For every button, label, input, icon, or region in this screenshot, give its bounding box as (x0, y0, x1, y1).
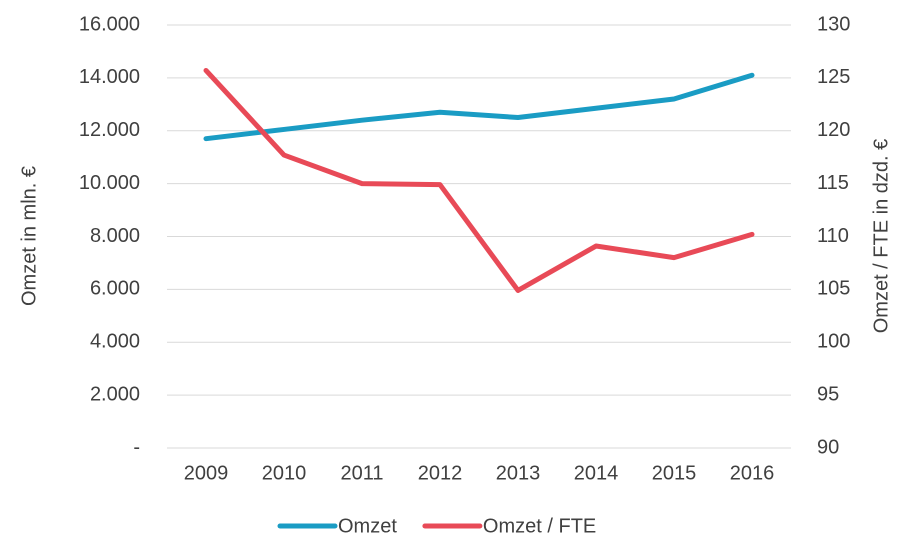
data-line (203, 72, 755, 142)
y-tick-label: 8.000 (90, 225, 140, 247)
x-tick-label: 2013 (496, 462, 541, 484)
x-tick-label: 2016 (730, 462, 775, 484)
y-tick-label: - (133, 436, 140, 458)
x-tick-label: 2009 (184, 462, 229, 484)
y2-tick-label: 130 (817, 13, 850, 35)
y-tick-label: 12.000 (79, 119, 140, 141)
legend-label: Omzet / FTE (483, 515, 596, 537)
y-tick-label: 14.000 (79, 66, 140, 88)
y2-tick-label: 105 (817, 278, 850, 300)
legend-label: Omzet (338, 515, 397, 537)
data-line (203, 67, 755, 293)
y2-tick-label: 110 (817, 225, 849, 247)
y-tick-label: 10.000 (79, 172, 140, 194)
x-tick-label: 2014 (574, 462, 619, 484)
y2-tick-label: 95 (817, 383, 839, 405)
x-tick-label: 2011 (340, 462, 383, 484)
y2-tick-label: 115 (817, 172, 849, 194)
y-tick-label: 6.000 (90, 278, 140, 300)
y2-tick-label: 90 (817, 436, 839, 458)
y-axis-label: Omzet in mln. € (18, 166, 40, 306)
x-tick-label: 2010 (262, 462, 307, 484)
y2-tick-label: 120 (817, 119, 850, 141)
y-tick-label: 2.000 (90, 383, 140, 405)
x-tick-label: 2015 (652, 462, 697, 484)
y2-axis-label: Omzet / FTE in dzd. € (870, 139, 892, 334)
y-tick-label: 4.000 (90, 331, 140, 353)
y2-tick-label: 100 (817, 331, 850, 353)
x-tick-label: 2012 (418, 462, 463, 484)
y2-tick-label: 125 (817, 66, 850, 88)
y-tick-label: 16.000 (79, 13, 140, 35)
